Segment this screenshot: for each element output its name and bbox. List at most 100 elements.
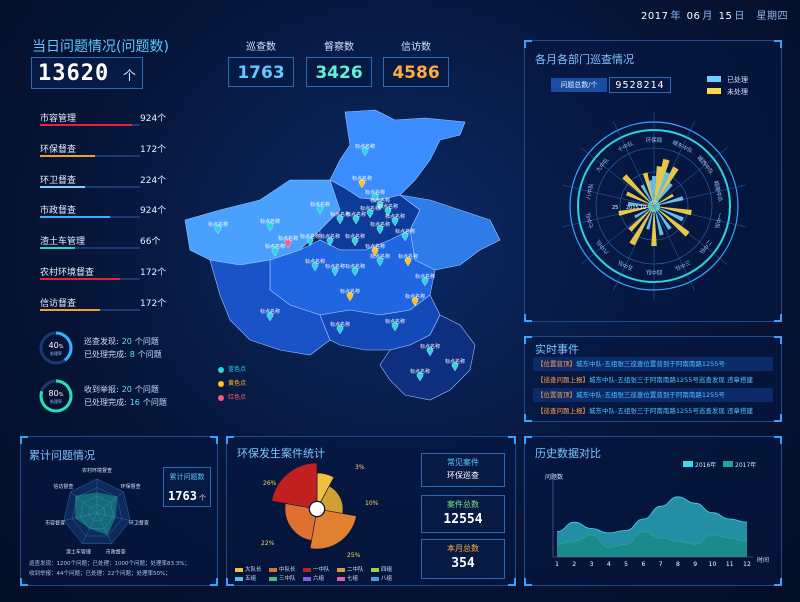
- category-item[interactable]: 市容管理 924个: [40, 111, 166, 131]
- map-pin[interactable]: 标点名称: [320, 233, 340, 247]
- map-pin[interactable]: 标点名称: [346, 211, 366, 225]
- category-item[interactable]: 农村环境督查 172个: [40, 265, 166, 285]
- map-pin[interactable]: 标点名称: [330, 321, 350, 335]
- env-legend-item: 八组: [371, 574, 392, 582]
- map-pin[interactable]: 标点名称: [370, 221, 390, 235]
- radar-total-label: 问题总数/个: [551, 78, 607, 92]
- event-text: 城东中队-五组张三巡查位置普到于阿南南路1255号: [576, 391, 725, 399]
- category-item[interactable]: 环保督查 172个: [40, 142, 166, 162]
- map-pin-label: 标点名称: [370, 197, 390, 204]
- event-tag: 【位置普顶】: [537, 391, 576, 399]
- env-legend-item: 四组: [371, 565, 392, 573]
- map-pin[interactable]: 标点名称: [365, 243, 385, 257]
- map-pin[interactable]: 标点名称: [300, 233, 320, 247]
- rose-slice[interactable]: [271, 462, 318, 508]
- map-pin-icon: [351, 267, 359, 277]
- ring-percent-value: 80: [49, 389, 59, 398]
- env-legend-label: 八组: [381, 576, 393, 582]
- map-pin[interactable]: 标点名称: [208, 221, 228, 235]
- map-pin[interactable]: 标点名称: [378, 203, 398, 217]
- map-pin[interactable]: 标点名称: [305, 258, 325, 272]
- cumulative-total-label: 累计问题数: [169, 473, 205, 481]
- map-pin-icon: [421, 277, 429, 287]
- map-pin[interactable]: 标点名称: [345, 263, 365, 277]
- history-x-tick: 7: [659, 561, 663, 568]
- radar-panel: 各月各部门巡查情况 问题总数/个 9528214 已处理 未处理 环保局 城东中队…: [524, 40, 782, 322]
- map-pin[interactable]: 标点名称: [370, 253, 390, 267]
- stat-card[interactable]: 巡查数 1763: [228, 38, 294, 87]
- rose-slice[interactable]: [316, 472, 335, 503]
- ring-percent: 40%: [49, 341, 64, 350]
- map-pin[interactable]: 标点名称: [398, 253, 418, 267]
- rose-slice[interactable]: [320, 485, 344, 514]
- map-pin[interactable]: 标点名称: [355, 143, 375, 157]
- category-item[interactable]: 市政督查 924个: [40, 203, 166, 223]
- map-pin[interactable]: 标点名称: [395, 228, 415, 242]
- map-pin[interactable]: 标点名称: [310, 201, 330, 215]
- legend-done-swatch: [707, 76, 721, 82]
- ring-percent-unit: %: [59, 344, 64, 350]
- env-legend-label: 四组: [381, 567, 393, 573]
- map-pin[interactable]: 标点名称: [265, 243, 285, 257]
- stat-card[interactable]: 督察数 3426: [306, 38, 372, 87]
- event-item[interactable]: 【位置普顶】城东中队-五组张三巡查位置普到于阿南南路1255号: [533, 357, 773, 371]
- map-pin-icon: [371, 193, 379, 203]
- category-item[interactable]: 环卫督查 224个: [40, 173, 166, 193]
- map-region-east[interactable]: [399, 194, 501, 271]
- map-pin[interactable]: 标点名称: [420, 343, 440, 357]
- stat-label: 巡查数: [246, 42, 276, 53]
- map-pin[interactable]: 标点名称: [278, 235, 298, 249]
- today-unit: 个: [122, 69, 136, 84]
- category-item[interactable]: 信访督查 172个: [40, 296, 166, 316]
- rose-slice[interactable]: [284, 503, 316, 541]
- legend-todo-swatch: [707, 88, 721, 94]
- radar-scale-label: 25: [612, 205, 618, 211]
- history-chart: 问题数 时间 2016年 2017年 1 2 3 4 5 6 7 8 9 10 11 12: [545, 461, 769, 568]
- history-panel-title: 历史数据对比: [535, 447, 601, 460]
- event-item[interactable]: 【位置普顶】城东中队-五组张三巡查位置普到于阿南南路1255号: [533, 388, 773, 402]
- rose-slice[interactable]: [309, 510, 357, 550]
- map-pin[interactable]: 标点名称: [365, 189, 385, 203]
- map-pin[interactable]: 标点名称: [415, 273, 435, 287]
- map-pin[interactable]: 标点名称: [410, 368, 430, 382]
- category-value: 172个: [140, 144, 167, 155]
- map-pin-icon: [384, 207, 392, 217]
- map-pin[interactable]: 标点名称: [385, 213, 405, 227]
- env-legend-swatch: [371, 576, 379, 581]
- category-item[interactable]: 渣土车管理 66个: [40, 234, 160, 254]
- radar-spoke: [580, 205, 655, 265]
- map-pin[interactable]: 标点名称: [330, 211, 350, 225]
- today-counter: 13620 个: [31, 57, 143, 89]
- map-pin[interactable]: 标点名称: [370, 197, 390, 211]
- stat-card[interactable]: 信访数 4586: [383, 38, 449, 87]
- map-pin[interactable]: 标点名称: [260, 218, 280, 232]
- common-case-value: 环保巡查: [447, 471, 479, 480]
- map-pin[interactable]: 标点名称: [352, 175, 372, 189]
- radar-petal: [654, 193, 674, 206]
- map-pin[interactable]: 标点名称: [340, 288, 360, 302]
- map-pin-icon: [316, 205, 324, 215]
- map-region-southeast[interactable]: [379, 314, 476, 401]
- date-month: 06: [686, 11, 701, 22]
- map-pin[interactable]: 标点名称: [405, 293, 425, 307]
- history-x-tick: 12: [743, 561, 751, 568]
- map-region-north[interactable]: [329, 109, 466, 201]
- map-pin[interactable]: 标点名称: [345, 233, 365, 247]
- category-bar-fill: [40, 216, 110, 219]
- event-item[interactable]: 【巡查问题上报】城东中队-五组张三于阿南南路1255号巡查发现 违章搭建: [533, 404, 773, 418]
- env-legend-label: 二中队: [347, 567, 364, 573]
- map-pin[interactable]: 标点名称: [325, 263, 345, 277]
- event-item[interactable]: 【巡查问题上报】城东中队-五组张三于阿南南路1255号巡查发现 违章搭建: [533, 373, 773, 387]
- map-pin[interactable]: 标点名称: [385, 318, 405, 332]
- map-pin[interactable]: 标点名称: [360, 205, 380, 219]
- map-pin[interactable]: 标点名称: [445, 358, 465, 372]
- ring-line1-label: 收到举报:: [84, 385, 119, 394]
- map-pin-icon: [346, 292, 354, 302]
- map-pin-icon: [376, 257, 384, 267]
- map-pin[interactable]: 标点名称: [260, 308, 280, 322]
- category-bar: [40, 278, 140, 280]
- map-pin-label: 标点名称: [420, 343, 440, 350]
